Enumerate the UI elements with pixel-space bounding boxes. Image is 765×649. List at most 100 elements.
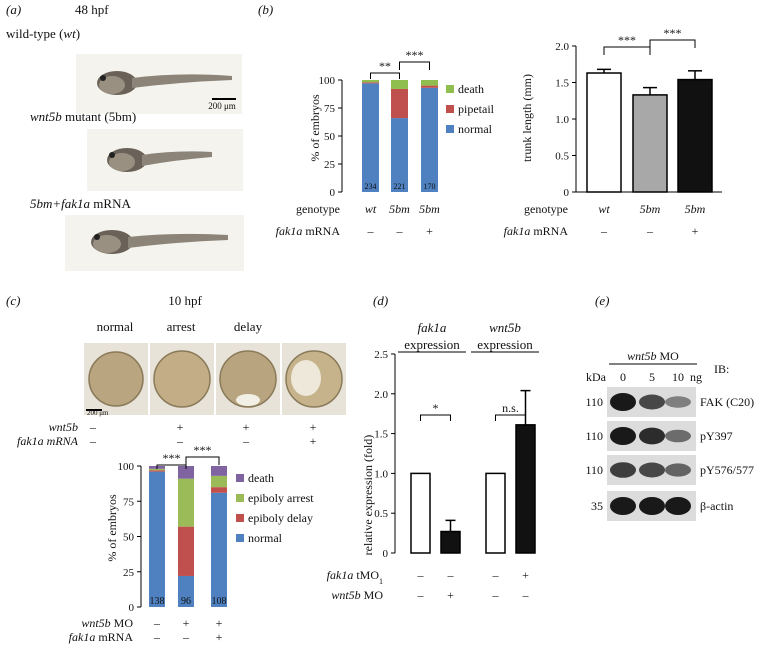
c-stacked-plot: 0 25 50 75 100 138 96 108 *** *** (118, 443, 227, 614)
c-header-delay: delay (234, 319, 263, 334)
e-antibody-label: pY576/577 (700, 463, 754, 477)
b-bar-normal (391, 118, 408, 192)
b-stacked-bracket (370, 72, 400, 79)
b-trunk-y-tick-label: 0.5 (555, 151, 569, 163)
b-trunk-mrna-label: fak1a mRNA (504, 224, 569, 238)
c-bar-epiboly-delay (178, 526, 194, 576)
b-stacked-significance-label: *** (406, 48, 424, 62)
b-bar-death (391, 80, 408, 89)
c-photo-row-value: + (310, 420, 317, 434)
d-group-headers: fak1a expression wnt5b expression (398, 320, 539, 353)
c-bar-epiboly-delay (149, 470, 165, 472)
panel-b-label: (b) (258, 2, 273, 17)
c-legend-swatch (236, 474, 244, 482)
d-row-value: – (492, 568, 500, 582)
c-photo-row-value: – (242, 434, 250, 448)
b-stacked-significance-label: ** (379, 59, 391, 73)
d-significance-label: * (433, 401, 439, 415)
d-treatment-rows: fak1a tMO1 – – – + wnt5b MO – + – – (327, 568, 530, 602)
c-row-value: – (153, 630, 161, 644)
panel-e-label: (e) (595, 293, 609, 308)
c-stacked-legend: death epiboly arrest epiboly delay normal (236, 471, 314, 545)
c-row-value: – (153, 616, 161, 630)
b-legend-swatch (446, 125, 454, 133)
e-antibody-label: β-actin (700, 499, 733, 513)
panel-a-row2-label: wnt5b mutant (5bm) (30, 109, 136, 124)
b-trunk-genotype-label: genotype (524, 202, 568, 216)
c-row-value: + (216, 616, 223, 630)
b-mrna-value: + (426, 224, 433, 238)
c-row-value: + (183, 616, 190, 630)
panel-d: (d) fak1a expression wnt5b expression relat… (327, 293, 539, 602)
d-bar (440, 530, 461, 554)
panel-a-row1-label: wild-type (wt) (6, 26, 80, 41)
c-photo-row-value: + (310, 434, 317, 448)
panel-a-row3-label: 5bm+fak1a mRNA (30, 196, 131, 211)
c-condition-rows: wnt5b MO – + +fak1a mRNA – – + (69, 616, 223, 644)
c-stacked-significance-label: *** (163, 451, 181, 465)
b-trunk-bracket (649, 39, 696, 48)
d-bracket (420, 414, 451, 421)
b-legend-label: pipetail (458, 102, 495, 116)
c-bar-normal (149, 471, 165, 607)
b-trunk-genotype-value: wt (598, 202, 610, 216)
c-photo-row-value: + (177, 420, 184, 434)
scale-bar-a-label: 200 μm (208, 101, 236, 111)
c-legend-label: death (248, 471, 274, 485)
b-mrna-value: – (367, 224, 375, 238)
b-legend-swatch (446, 105, 454, 113)
panel-a-label: (a) (6, 2, 21, 17)
b-trunk-mrna-value: + (692, 224, 699, 238)
e-western-blot: wnt5b MO kDa 0 5 10 ng IB: 110 FAK (C20) 110 pY397… (585, 349, 754, 521)
b-stacked-y-tick-label: 50 (324, 131, 336, 143)
e-band (639, 497, 665, 515)
panel-c: (c) 10 hpf normal arrest delay 200 μm wn… (6, 293, 346, 644)
b-trunk-bar (632, 94, 668, 193)
c-row-value: – (182, 630, 190, 644)
d-row-value: + (447, 588, 454, 602)
e-band (610, 427, 636, 445)
c-photo-row-value: + (243, 420, 250, 434)
e-ib-label: IB: (714, 362, 729, 376)
b-stacked-y-tick-label: 75 (324, 103, 336, 115)
c-legend-label: epiboly arrest (248, 491, 314, 505)
b-trunk-y-tick-label: 0 (564, 187, 570, 199)
e-band (639, 427, 665, 445)
b-trunk-significance-label: *** (664, 26, 682, 40)
c-bar-epiboly-arrest (178, 478, 194, 527)
c-bar-epiboly-arrest (211, 475, 227, 488)
d-y-tick-label: 1.5 (374, 429, 388, 441)
c-bar-death (178, 466, 194, 479)
c-photo-row-label: wnt5b (49, 420, 78, 434)
d-row-value: – (417, 588, 425, 602)
d-row-value: – (417, 568, 425, 582)
b-bar-death (421, 80, 438, 86)
d-group-header-gene: fak1a (418, 320, 447, 335)
d-y-tick-label: 0.5 (374, 508, 388, 520)
c-legend-swatch (236, 514, 244, 522)
b-trunk-bracket (603, 46, 651, 55)
b-genotype-value: wt (365, 202, 377, 216)
c-header-arrest: arrest (167, 319, 196, 334)
b-trunk-y-tick-label: 1.0 (555, 114, 569, 126)
d-expression-plot: 0 0.5 1.0 1.5 2.0 2.5 * n.s. (374, 349, 536, 560)
b-genotype-label: genotype (296, 202, 340, 216)
d-row-value: – (447, 568, 455, 582)
c-photo-normal (84, 343, 148, 415)
c-stacked-bracket (156, 464, 187, 469)
b-bar-death (362, 80, 379, 83)
b-trunk-y-tick-label: 1.5 (555, 78, 569, 90)
b-n-label: 221 (394, 182, 406, 191)
e-marker-label: 35 (591, 499, 603, 513)
b-trunk-genotype-value: 5bm (640, 202, 661, 216)
c-stacked-y-tick-label: 100 (118, 461, 135, 473)
b-legend-swatch (446, 85, 454, 93)
panel-c-stage: 10 hpf (168, 293, 202, 308)
c-stacked-y-tick-label: 25 (123, 567, 135, 579)
c-row-label: fak1a mRNA (69, 630, 134, 644)
d-row-value: + (522, 568, 529, 582)
b-trunk-ylabel: trunk length (mm) (520, 74, 534, 162)
b-trunk-y-tick-label: 2.0 (555, 41, 569, 53)
